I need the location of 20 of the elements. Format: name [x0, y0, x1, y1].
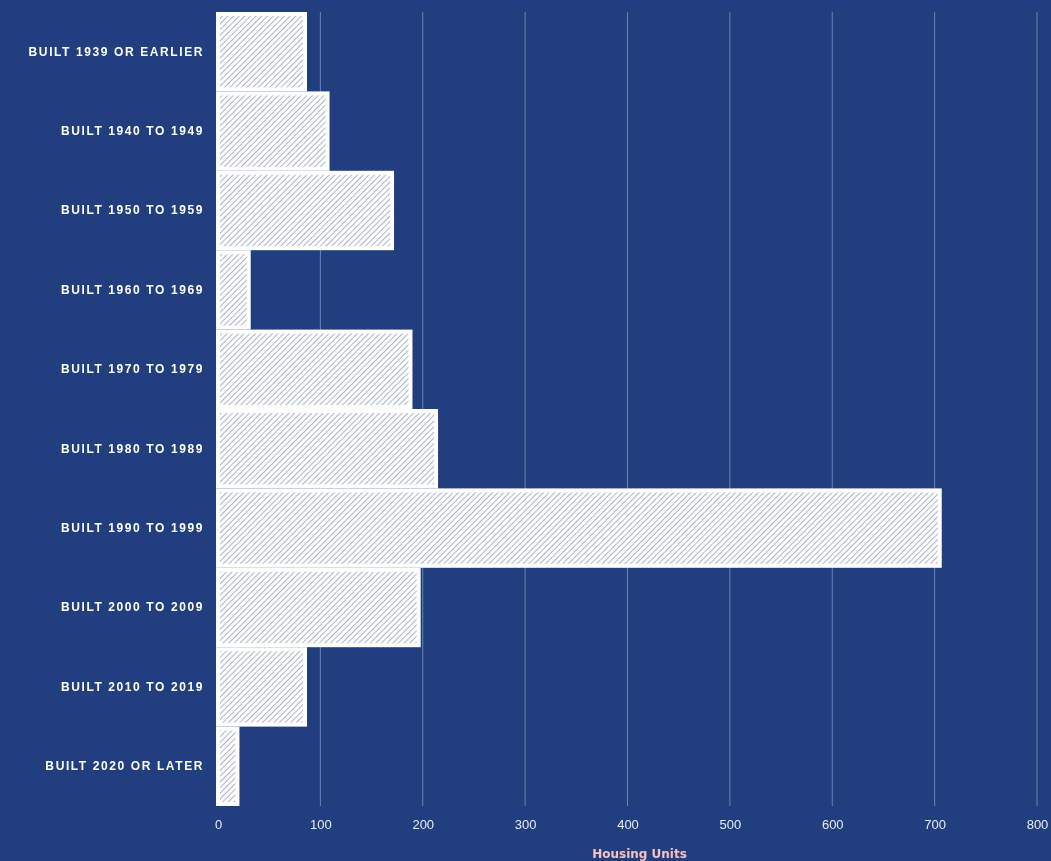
- x-tick-label: 0: [214, 817, 223, 833]
- x-axis-title: Housing Units: [592, 847, 687, 861]
- x-tick-label: 100: [310, 817, 332, 833]
- y-tick-label: BUILT 2020 OR LATER: [45, 759, 204, 774]
- y-tick-label: BUILT 1960 TO 1969: [60, 282, 204, 297]
- y-tick-label: BUILT 1950 TO 1959: [60, 203, 204, 218]
- x-tick-label: 400: [617, 817, 639, 833]
- y-tick-label: BUILT 1939 OR EARLIER: [28, 44, 204, 59]
- y-tick-label: BUILT 2010 TO 2019: [60, 679, 204, 694]
- y-tick-label: BUILT 1940 TO 1949: [60, 123, 204, 138]
- y-tick-label: BUILT 1970 TO 1979: [60, 362, 204, 377]
- x-tick-label: 500: [719, 817, 742, 833]
- x-tick-label: 700: [924, 817, 946, 833]
- y-tick-label: BUILT 1980 TO 1989: [60, 441, 204, 456]
- y-tick-label: BUILT 1990 TO 1999: [60, 520, 204, 535]
- x-tick-label: 800: [1026, 817, 1049, 833]
- x-tick-label: 200: [412, 817, 435, 833]
- x-tick-label: 300: [514, 817, 537, 833]
- x-tick-label: 600: [821, 817, 844, 833]
- y-tick-label: BUILT 2000 TO 2009: [60, 600, 204, 615]
